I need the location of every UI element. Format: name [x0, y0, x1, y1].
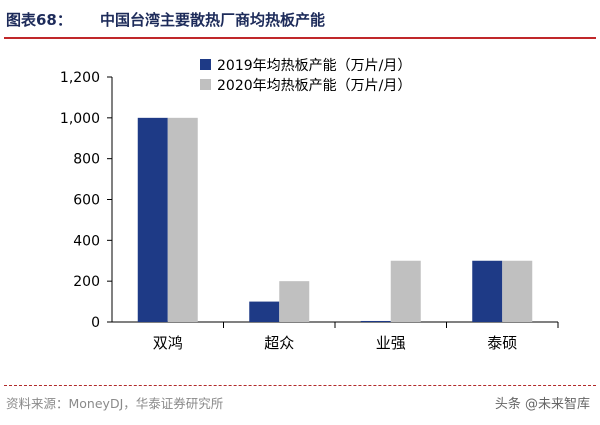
- y-tick-label: 200: [73, 274, 100, 290]
- bar-2020: [390, 260, 421, 322]
- watermark: 头条 @未来智库: [494, 397, 590, 412]
- legend-swatch-2019: [200, 59, 211, 70]
- y-tick-label: 1,000: [60, 111, 100, 127]
- header-rule: [4, 37, 596, 39]
- y-tick-label: 400: [73, 233, 100, 249]
- source-note: 资料来源：MoneyDJ，华泰证券研究所: [6, 396, 224, 411]
- legend-label-2020: 2020年均热板产能（万片/月）: [217, 78, 411, 94]
- bar-2019: [249, 301, 280, 322]
- figure-header: 图表68： 中国台湾主要散热厂商均热板产能: [0, 0, 600, 36]
- legend-swatch-2020: [200, 79, 211, 90]
- x-tick-label: 超众: [264, 334, 294, 352]
- x-tick-label: 双鸿: [153, 334, 183, 352]
- figure-number: 图表68：: [6, 11, 72, 29]
- legend-label-2019: 2019年均热板产能（万片/月）: [217, 58, 411, 74]
- y-tick-label: 1,200: [60, 70, 100, 86]
- bar-2019: [137, 117, 168, 322]
- x-tick-label: 业强: [376, 334, 406, 352]
- bar-2020: [502, 260, 533, 322]
- x-tick-label: 泰硕: [487, 334, 517, 352]
- y-tick-label: 600: [73, 193, 100, 209]
- bar-2020: [279, 281, 310, 322]
- bar-2020: [167, 117, 198, 322]
- figure-title: 中国台湾主要散热厂商均热板产能: [100, 11, 326, 29]
- y-tick-label: 800: [73, 152, 100, 168]
- y-tick-label: 0: [91, 315, 100, 331]
- bar-2019: [360, 320, 391, 322]
- footer-rule: [4, 385, 596, 386]
- bar-2019: [472, 260, 503, 322]
